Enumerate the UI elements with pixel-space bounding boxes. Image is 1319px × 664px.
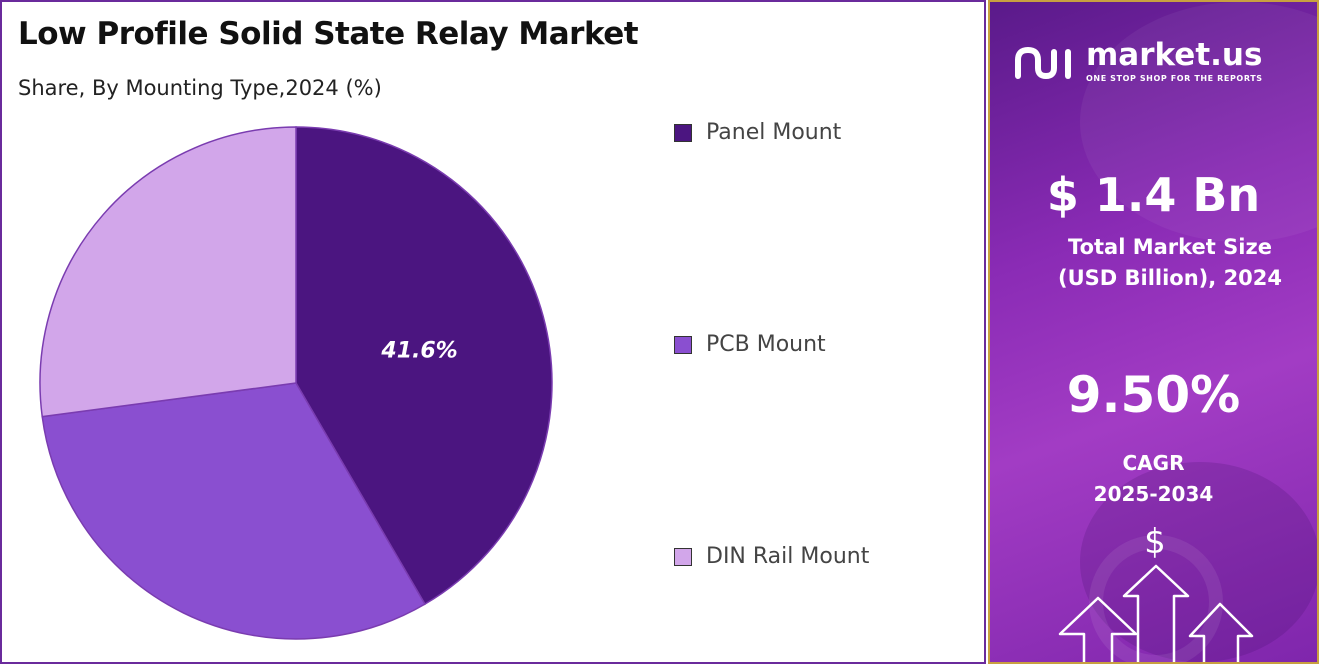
- pie-slice-din-rail-mount: [39, 126, 297, 418]
- brand-tagline: ONE STOP SHOP FOR THE REPORTS: [1086, 74, 1263, 83]
- cagr-label-line1: CAGR: [1122, 451, 1185, 475]
- decorative-background: [1058, 2, 1317, 662]
- market-size-label-line1: Total Market Size: [1068, 235, 1272, 259]
- arrow-up-icon: [1058, 564, 1254, 662]
- dollar-icon: $: [1144, 522, 1166, 562]
- legend-swatch: [674, 547, 692, 566]
- cagr-label-line2: 2025-2034: [1093, 482, 1214, 506]
- chart-title: Low Profile Solid State Relay Market: [18, 16, 639, 52]
- summary-sidebar: market.us ONE STOP SHOP FOR THE REPORTS …: [988, 0, 1319, 664]
- legend-label: Panel Mount: [706, 120, 842, 145]
- legend-item: Panel Mount: [674, 120, 841, 145]
- pie-slice-pcb-mount: [41, 382, 426, 640]
- brand-logo: market.us ONE STOP SHOP FOR THE REPORTS: [1012, 40, 1263, 83]
- brand-name: market.us: [1086, 37, 1263, 73]
- pie-slice-panel-mount: [295, 126, 553, 606]
- market-size-value: $ 1.4 Bn: [1046, 168, 1261, 222]
- market-us-logo-icon: [1015, 46, 1071, 79]
- cagr-label: CAGR 2025-2034: [990, 448, 1317, 510]
- market-size-label: Total Market Size (USD Billion), 2024: [1020, 232, 1317, 294]
- legend-label: PCB Mount: [706, 332, 826, 357]
- chart-panel: Low Profile Solid State Relay Market Sha…: [0, 0, 986, 664]
- legend-swatch: [674, 335, 692, 354]
- chart-subtitle: Share, By Mounting Type,2024 (%): [18, 76, 382, 100]
- pie-data-label: 41.6%: [380, 339, 457, 364]
- legend-item: PCB Mount: [674, 332, 826, 357]
- legend-label: DIN Rail Mount: [706, 544, 870, 569]
- pie-chart: 41.6%: [39, 126, 553, 640]
- legend-item: DIN Rail Mount: [674, 544, 869, 569]
- cagr-value: 9.50%: [1066, 366, 1241, 424]
- legend-swatch: [674, 123, 692, 142]
- market-size-label-line2: (USD Billion), 2024: [1057, 266, 1283, 290]
